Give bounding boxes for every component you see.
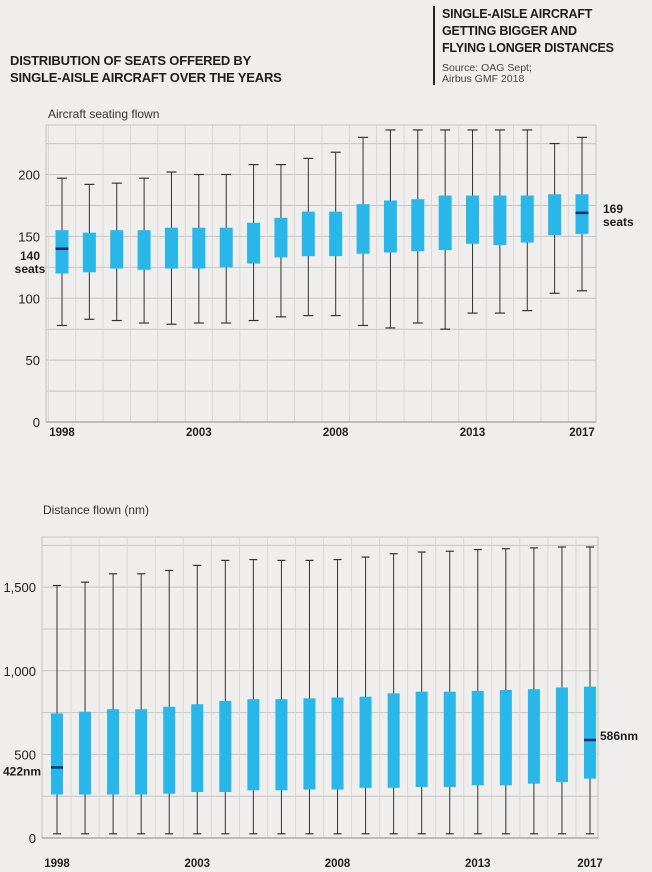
undefined-box: [79, 711, 92, 795]
undefined-box: [383, 200, 397, 253]
undefined-box: [163, 706, 176, 794]
undefined-box: [471, 690, 484, 786]
undefined-box: [584, 686, 596, 779]
undefined-x-tick-label: 2008: [325, 858, 351, 870]
sidebar-source-line-1: Source: OAG Sept;: [442, 62, 532, 74]
undefined-box: [520, 195, 534, 243]
sidebar-title-line-2: GETTING BIGGER AND: [442, 24, 577, 38]
undefined-box: [356, 204, 370, 254]
distance-boxplot-chart: 0 500 1,000 1,500 1998 2003 2008 2013 2017 Distan…: [3, 503, 638, 870]
undefined-last-median-unit: seats: [603, 215, 634, 229]
undefined-box: [192, 227, 206, 269]
undefined-x-tick-label: 2013: [460, 427, 486, 439]
undefined-x-tick-label: 2017: [577, 858, 603, 870]
main-title-line-2: SINGLE-AISLE AIRCRAFT OVER THE YEARS: [10, 70, 282, 85]
undefined-box: [387, 693, 400, 788]
undefined-y-tick-label: 0: [33, 415, 40, 430]
undefined-box: [493, 195, 507, 246]
undefined-axis-title: Distance flown (nm): [43, 503, 149, 517]
undefined-first-median-label: 422nm: [3, 764, 41, 778]
undefined-box: [499, 690, 512, 786]
undefined-y-tick-label: 1,500: [3, 580, 36, 595]
undefined-plot-frame: [41, 536, 599, 839]
undefined-y-tick-label: 100: [18, 291, 40, 306]
undefined-box: [331, 697, 344, 790]
undefined-x-tick-label: 2008: [323, 427, 349, 439]
undefined-box: [137, 230, 151, 270]
undefined-last-median-label: 169: [603, 202, 623, 216]
undefined-y-tick-label: 50: [26, 353, 40, 368]
undefined-box: [466, 195, 480, 244]
undefined-y-tick-label: 500: [14, 747, 36, 762]
undefined-box: [329, 211, 343, 257]
undefined-x-tick-label: 2017: [569, 427, 595, 439]
sidebar-title: SINGLE-AISLE AIRCRAFT GETTING BIGGER AND…: [442, 6, 614, 57]
undefined-axis-title: Aircraft seating flown: [48, 107, 159, 121]
undefined-box: [247, 222, 261, 264]
undefined-box: [275, 699, 288, 791]
undefined-x-tick-label: 2003: [186, 427, 212, 439]
undefined-box: [301, 211, 315, 257]
undefined-y-tick-label: 0: [29, 831, 36, 846]
undefined-y-tick-label: 150: [18, 229, 40, 244]
undefined-y-tick-label: 200: [18, 168, 40, 183]
undefined-box: [110, 230, 124, 269]
chart-main-title: DISTRIBUTION OF SEATS OFFERED BY SINGLE-…: [10, 52, 282, 86]
sidebar-title-line-3: FLYING LONGER DISTANCES: [442, 41, 614, 55]
sidebar-source-line-2: Airbus GMF 2018: [442, 73, 525, 85]
sidebar-source: Source: OAG Sept; Airbus GMF 2018: [442, 63, 614, 85]
undefined-box: [51, 713, 63, 795]
undefined-box: [359, 696, 372, 788]
undefined-last-median-label: 586nm: [600, 729, 638, 743]
undefined-box: [107, 709, 120, 795]
undefined-box: [555, 687, 568, 782]
undefined-x-tick-label: 2003: [184, 858, 210, 870]
undefined-box: [548, 194, 562, 236]
undefined-y-tick-label: 1,000: [3, 664, 36, 679]
undefined-box: [438, 195, 452, 250]
undefined-box: [443, 691, 456, 787]
undefined-box: [247, 699, 260, 791]
undefined-x-tick-label: 1998: [49, 427, 75, 439]
undefined-box: [415, 691, 428, 787]
main-title-line-1: DISTRIBUTION OF SEATS OFFERED BY: [10, 53, 252, 68]
undefined-box: [219, 700, 232, 793]
undefined-x-tick-label: 1998: [44, 858, 70, 870]
undefined-first-median-unit: seats: [15, 262, 46, 276]
undefined-box: [82, 232, 96, 273]
undefined-box: [164, 227, 178, 269]
undefined-box: [303, 698, 316, 790]
undefined-first-median-label: 140: [20, 249, 40, 263]
undefined-box: [527, 689, 540, 784]
undefined-box: [191, 704, 204, 793]
undefined-box: [411, 199, 425, 252]
undefined-box: [55, 230, 69, 274]
seats-boxplot-chart: 0 50 100 150 200 1998 2003 2008 2013 2017 Aircraft…: [15, 107, 634, 439]
sidebar-callout: SINGLE-AISLE AIRCRAFT GETTING BIGGER AND…: [433, 6, 614, 85]
undefined-box: [219, 227, 233, 268]
undefined-x-tick-label: 2013: [465, 858, 491, 870]
undefined-box: [274, 217, 288, 258]
sidebar-title-line-1: SINGLE-AISLE AIRCRAFT: [442, 7, 593, 21]
undefined-box: [135, 709, 148, 795]
